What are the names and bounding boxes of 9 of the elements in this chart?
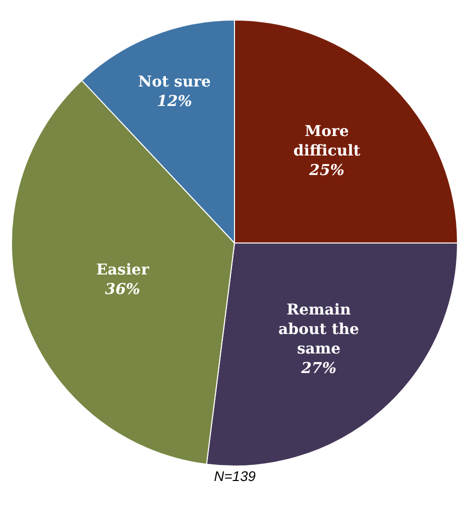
text: N=139 <box>214 468 256 484</box>
slice-label: Not sure <box>138 72 211 91</box>
data-label: 25% <box>308 161 344 180</box>
slice-label: More difficult <box>293 122 360 160</box>
data-label: 27% <box>300 358 336 377</box>
data-label: 36% <box>105 280 140 298</box>
slice-label: Easier <box>96 260 150 278</box>
data-label: 12% <box>156 92 192 110</box>
slice-label: Remain about the same <box>278 300 360 358</box>
